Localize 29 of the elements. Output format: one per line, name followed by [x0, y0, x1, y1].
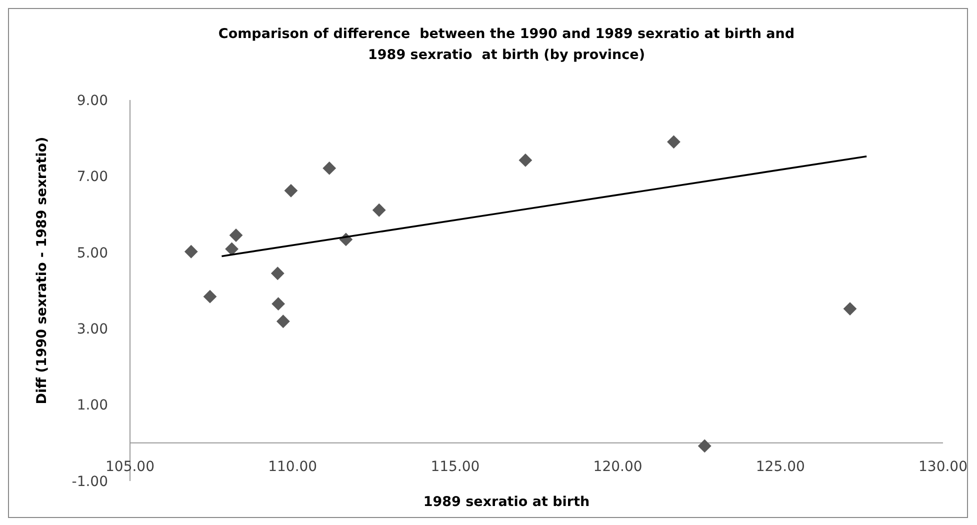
x-tick-label: 115.00 — [430, 458, 480, 475]
x-tick-label: 120.00 — [593, 458, 642, 475]
y-tick-label: 3.00 — [76, 322, 108, 338]
point — [667, 135, 680, 149]
x-tick-label: 105.00 — [106, 458, 154, 475]
y-tick-label: 5.00 — [76, 245, 108, 262]
point — [272, 297, 285, 311]
x-tick-label: 110.00 — [268, 458, 318, 475]
point — [372, 203, 386, 217]
point — [322, 161, 336, 175]
y-tick-label: 9.00 — [76, 92, 108, 109]
chart-title: Comparison of difference between the 1990 and 1989 sexratio at birth and 1989 sexratio at birth (by province) — [218, 26, 795, 63]
point — [184, 244, 198, 258]
point — [843, 302, 857, 316]
point — [229, 228, 243, 242]
x-tick-label: 130.00 — [918, 458, 968, 475]
point — [270, 266, 284, 280]
y-tick-label: 1.00 — [76, 398, 108, 414]
point — [518, 153, 532, 167]
point — [225, 242, 238, 256]
point — [284, 184, 298, 198]
y-tick-label: 7.00 — [76, 169, 108, 186]
y-axis-title: Diff (1990 sexratio - 1989 sexratio) — [34, 136, 50, 404]
x-axis-title: 1989 sexratio at birth — [423, 494, 590, 510]
point — [276, 314, 290, 328]
x-tick-label: 125.00 — [756, 458, 805, 475]
point — [698, 439, 712, 453]
y-tick-label: -1.00 — [72, 474, 108, 490]
point — [203, 290, 217, 304]
